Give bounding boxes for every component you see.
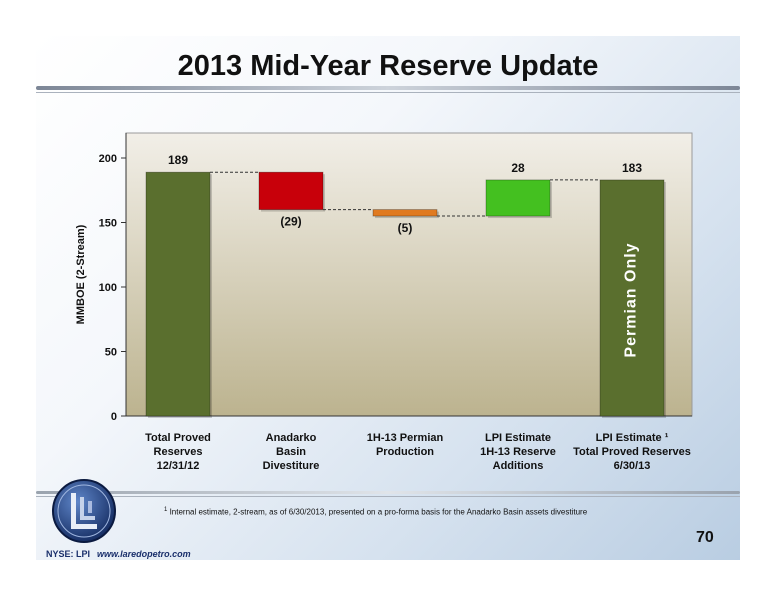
category-label: Total Proved Reserves: [573, 446, 691, 458]
category-label: LPI Estimate ¹: [596, 432, 669, 444]
footer-divider: [36, 491, 740, 494]
category-label: Additions: [493, 460, 544, 472]
title-divider: [36, 86, 740, 90]
data-label: 183: [622, 161, 642, 175]
category-label: Reserves: [154, 446, 203, 458]
permian-only-annotation: Permian Only: [623, 242, 640, 358]
category-label: 1H-13 Permian: [367, 432, 444, 444]
bar-total: [145, 171, 211, 417]
y-axis-label: MMBOE (2-Stream): [75, 224, 87, 324]
data-label: 189: [168, 153, 188, 167]
category-label: LPI Estimate: [485, 432, 551, 444]
category-label: Total Proved: [145, 432, 211, 444]
category-label: 1H-13 Reserve: [480, 446, 556, 458]
y-tick-label: 150: [99, 218, 117, 230]
category-label: Anadarko: [266, 432, 317, 444]
footnote: 1 Internal estimate, 2-stream, as of 6/3…: [164, 507, 588, 517]
bar-increase: [485, 179, 551, 217]
footer-divider-thin: [36, 496, 740, 497]
y-tick-label: 100: [99, 282, 117, 294]
category-label: Production: [376, 446, 434, 458]
data-label: (29): [280, 215, 301, 229]
y-tick-label: 50: [105, 347, 117, 359]
bar-production: [372, 209, 438, 217]
y-tick-label: 200: [99, 153, 117, 165]
ticker-symbol: NYSE: LPI: [46, 549, 91, 559]
category-label: 12/31/12: [157, 460, 200, 472]
reserve-waterfall-chart: 0 50 100 150 200 MMBOE (2-Stream) 189 Total Pro…: [75, 132, 693, 472]
laredo-logo-icon: [52, 479, 116, 543]
category-label: Divestiture: [263, 460, 320, 472]
slide-title: 2013 Mid-Year Reserve Update: [177, 50, 599, 82]
website-link[interactable]: www.laredopetro.com: [97, 549, 191, 559]
category-label: Basin: [276, 446, 306, 458]
category-label: 6/30/13: [614, 460, 651, 472]
bar-decrease: [258, 171, 324, 211]
page-number: 70: [696, 529, 714, 546]
data-label: (5): [398, 221, 413, 235]
data-label: 28: [511, 161, 525, 175]
y-tick-label: 0: [111, 411, 117, 423]
title-divider-thin: [36, 92, 740, 93]
bar-total: [599, 179, 665, 417]
